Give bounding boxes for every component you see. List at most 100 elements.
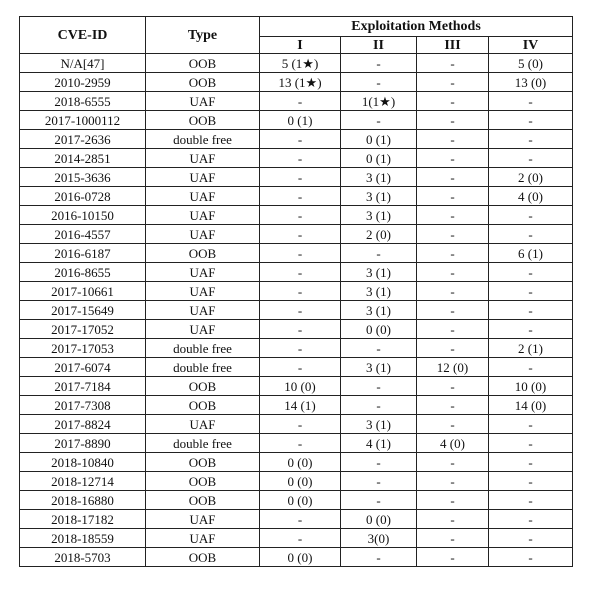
table-header: CVE-ID Type Exploitation Methods I II II… <box>19 16 574 54</box>
method-1-cell: 0 (1) <box>259 110 341 130</box>
method-2-cell: 3 (1) <box>340 281 417 301</box>
method-3-cell: - <box>416 528 489 548</box>
table-row: 2017-8824 UAF -3 (1) - - <box>19 414 574 434</box>
table-row: 2017-7184 OOB 10 (0) - -10 (0) <box>19 376 574 396</box>
table-row: 2018-17182 UAF -0 (0) - - <box>19 509 574 529</box>
type-cell: OOB <box>145 53 260 73</box>
table-row: 2017-6074 double free -3 (1) 12 (0) - <box>19 357 574 377</box>
type-cell: UAF <box>145 414 260 434</box>
method-3-cell: - <box>416 452 489 472</box>
method-1-cell: - <box>259 338 341 358</box>
type-cell: OOB <box>145 72 260 92</box>
cve-id-cell: 2017-6074 <box>19 357 146 377</box>
method-1-cell: - <box>259 528 341 548</box>
method-3-cell: - <box>416 91 489 111</box>
type-cell: UAF <box>145 167 260 187</box>
method-3-cell: - <box>416 414 489 434</box>
method-2-cell: 3 (1) <box>340 167 417 187</box>
table-row: 2018-6555 UAF -1(1★) - - <box>19 91 574 111</box>
method-4-cell: - <box>487 205 574 225</box>
table-row: 2017-17053 double free - - -2 (1) <box>19 338 574 358</box>
type-cell: UAF <box>145 148 260 168</box>
method-2-cell: 0 (1) <box>340 148 417 168</box>
type-cell: UAF <box>145 300 260 320</box>
table-row: 2018-10840 OOB 0 (0) - - - <box>19 452 574 472</box>
method-3-cell: - <box>416 53 489 73</box>
cve-id-cell: 2016-4557 <box>19 224 146 244</box>
method-2-cell: 3(0) <box>340 528 417 548</box>
method-4-cell: - <box>487 129 574 149</box>
method-4-cell: - <box>487 224 574 244</box>
method-2-cell: - <box>340 376 417 396</box>
method-4-cell: 4 (0) <box>487 186 574 206</box>
cve-id-cell: 2018-10840 <box>19 452 146 472</box>
header-row-methods: I II III IV <box>20 36 574 54</box>
type-cell: OOB <box>145 376 260 396</box>
type-cell: double free <box>145 129 260 149</box>
cve-id-cell: 2017-2636 <box>19 129 146 149</box>
cve-exploitation-table: CVE-ID Type Exploitation Methods I II II… <box>19 16 574 567</box>
method-2-cell: 2 (0) <box>340 224 417 244</box>
method-2-cell: 0 (0) <box>340 319 417 339</box>
cve-id-cell: 2014-2851 <box>19 148 146 168</box>
method-1-cell: - <box>259 129 341 149</box>
method-4-cell: - <box>487 528 574 548</box>
method-2-cell: - <box>340 243 417 263</box>
method-3-cell: - <box>416 281 489 301</box>
method-3-cell: - <box>416 129 489 149</box>
method-1-cell: - <box>259 205 341 225</box>
method-4-cell: - <box>487 148 574 168</box>
header-type: Type <box>145 16 260 54</box>
method-4-cell: - <box>487 281 574 301</box>
type-cell: UAF <box>145 509 260 529</box>
method-3-cell: 12 (0) <box>416 357 489 377</box>
method-1-cell: - <box>259 262 341 282</box>
table-row: 2017-10661 UAF -3 (1) - - <box>19 281 574 301</box>
method-3-cell: - <box>416 471 489 491</box>
method-1-cell: 13 (1★) <box>259 72 341 92</box>
method-2-cell: - <box>340 471 417 491</box>
table-row: 2010-2959 OOB 13 (1★) - -13 (0) <box>19 72 574 92</box>
type-cell: OOB <box>145 395 260 415</box>
table-row: 2017-15649 UAF -3 (1) - - <box>19 300 574 320</box>
cve-id-cell: 2017-7184 <box>19 376 146 396</box>
table-row: 2018-18559 UAF -3(0) - - <box>19 528 574 548</box>
method-1-cell: 10 (0) <box>259 376 341 396</box>
method-2-cell: - <box>340 53 417 73</box>
method-3-cell: - <box>416 243 489 263</box>
method-1-cell: - <box>259 509 341 529</box>
method-1-cell: - <box>259 91 341 111</box>
method-2-cell: 3 (1) <box>340 262 417 282</box>
method-1-cell: 0 (0) <box>259 490 341 510</box>
method-1-cell: - <box>259 357 341 377</box>
header-method-3: III <box>416 36 489 54</box>
table-row: 2016-0728 UAF -3 (1) -4 (0) <box>19 186 574 206</box>
type-cell: OOB <box>145 452 260 472</box>
method-2-cell: - <box>340 395 417 415</box>
type-cell: UAF <box>145 262 260 282</box>
method-4-cell: - <box>487 509 574 529</box>
table-row: 2017-1000112 OOB 0 (1) - - - <box>19 110 574 130</box>
table-row: 2018-5703 OOB 0 (0) - - - <box>19 547 574 567</box>
header-exploitation-methods: Exploitation Methods <box>258 16 574 37</box>
method-4-cell: - <box>487 110 574 130</box>
type-cell: UAF <box>145 205 260 225</box>
method-2-cell: - <box>340 547 417 567</box>
cve-id-cell: 2017-17052 <box>19 319 146 339</box>
type-cell: UAF <box>145 186 260 206</box>
cve-id-cell: 2017-1000112 <box>19 110 146 130</box>
table-row: 2018-16880 OOB 0 (0) - - - <box>19 490 574 510</box>
type-cell: UAF <box>145 91 260 111</box>
cve-id-cell: 2018-5703 <box>19 547 146 567</box>
table-row: 2016-8655 UAF -3 (1) - - <box>19 262 574 282</box>
method-2-cell: 1(1★) <box>340 91 417 111</box>
method-4-cell: - <box>487 471 574 491</box>
method-4-cell: - <box>487 319 574 339</box>
method-1-cell: - <box>259 148 341 168</box>
table-row: 2014-2851 UAF -0 (1) - - <box>19 148 574 168</box>
method-3-cell: - <box>416 224 489 244</box>
method-3-cell: - <box>416 509 489 529</box>
method-2-cell: - <box>340 452 417 472</box>
method-1-cell: - <box>259 243 341 263</box>
table-row: 2017-17052 UAF -0 (0) - - <box>19 319 574 339</box>
